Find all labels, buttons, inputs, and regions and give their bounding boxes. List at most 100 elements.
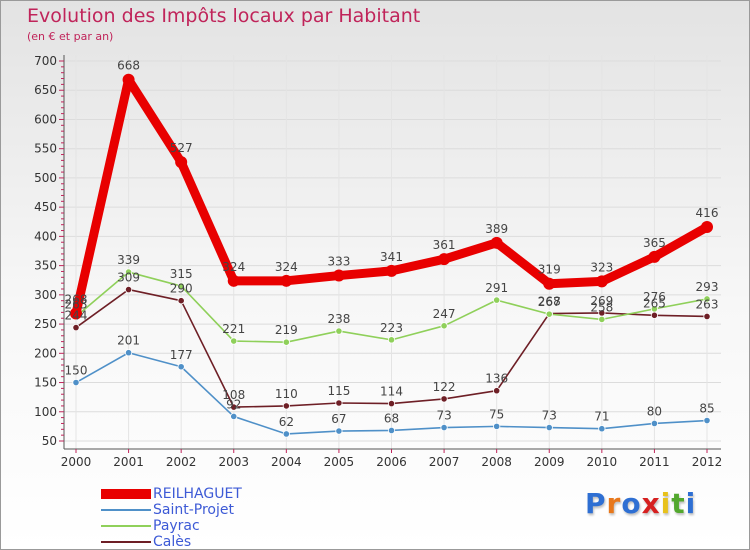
data-point — [440, 322, 448, 330]
data-label: 389 — [485, 222, 508, 236]
data-label: 290 — [170, 282, 193, 296]
data-point — [545, 310, 553, 318]
y-tick-label: 500 — [34, 171, 57, 185]
data-point — [493, 296, 501, 304]
data-label: 269 — [590, 294, 613, 308]
y-tick-label: 200 — [34, 346, 57, 360]
data-point — [545, 423, 553, 432]
data-label: 238 — [327, 312, 350, 326]
data-label: 315 — [170, 267, 193, 281]
data-label: 247 — [433, 307, 456, 321]
legend-label-reilhaguet: REILHAGUET — [153, 486, 242, 502]
data-point — [335, 327, 343, 335]
data-point — [177, 363, 185, 371]
y-tick-label: 350 — [34, 259, 57, 273]
data-label: 341 — [380, 250, 403, 264]
data-label: 527 — [170, 141, 193, 155]
data-label: 361 — [433, 238, 456, 252]
data-point — [332, 269, 345, 282]
data-point — [650, 419, 659, 428]
data-point — [490, 236, 503, 249]
data-point — [72, 323, 80, 332]
y-tick-label: 300 — [34, 288, 57, 302]
data-point — [440, 423, 448, 432]
data-label: 114 — [380, 385, 403, 399]
data-label: 71 — [594, 410, 609, 424]
data-label: 263 — [65, 297, 88, 311]
data-point — [124, 268, 133, 276]
data-label: 267 — [538, 295, 561, 309]
y-tick-label: 600 — [34, 112, 57, 126]
legend-swatch-payrac — [101, 525, 151, 527]
data-label: 92 — [226, 397, 241, 411]
data-label: 324 — [275, 260, 298, 274]
data-point — [650, 305, 659, 313]
data-label: 339 — [117, 253, 140, 267]
data-label: 68 — [384, 411, 399, 425]
chart-title: Evolution des Impôts locaux par Habitant — [27, 5, 421, 27]
data-label: 263 — [696, 297, 719, 311]
x-tick-label: 2005 — [324, 455, 355, 469]
data-label: 136 — [485, 372, 508, 386]
data-label: 108 — [222, 388, 245, 402]
data-label: 319 — [538, 263, 561, 277]
data-point — [440, 395, 448, 403]
data-point — [493, 387, 501, 395]
legend-label-saint-projet: Saint-Projet — [153, 502, 234, 518]
data-label: 265 — [643, 296, 666, 310]
y-tick-label: 100 — [34, 405, 57, 419]
data-label: 223 — [380, 321, 403, 335]
data-point — [387, 399, 396, 408]
y-tick-label: 450 — [34, 200, 57, 214]
y-tick-label: 650 — [34, 83, 57, 97]
data-label: 73 — [436, 409, 451, 423]
data-point — [598, 315, 606, 323]
data-label: 150 — [65, 364, 88, 378]
y-tick-label: 700 — [34, 54, 57, 68]
chart-subtitle: (en € et par an) — [27, 30, 114, 43]
data-label: 291 — [485, 281, 508, 295]
y-tick-label: 400 — [34, 229, 57, 243]
data-label: 323 — [590, 260, 613, 274]
data-point — [703, 312, 711, 321]
data-point — [227, 274, 240, 287]
data-label: 221 — [222, 322, 245, 336]
data-label: 268 — [538, 295, 561, 309]
data-point — [282, 338, 290, 346]
data-point — [282, 402, 290, 410]
proxiti-logo: Proxiti — [585, 487, 697, 520]
x-tick-label: 2004 — [271, 455, 302, 469]
y-tick-label: 550 — [34, 142, 57, 156]
data-label: 115 — [327, 384, 350, 398]
data-label: 309 — [117, 271, 140, 285]
data-point — [124, 349, 133, 357]
legend-swatch-reilhaguet — [101, 489, 151, 499]
data-point — [648, 250, 661, 263]
x-tick-label: 2000 — [61, 455, 92, 469]
data-point — [595, 275, 608, 288]
data-label: 110 — [275, 387, 298, 401]
data-point — [385, 264, 398, 277]
data-label: 416 — [696, 206, 719, 220]
x-tick-label: 2003 — [218, 455, 249, 469]
data-label: 80 — [647, 404, 662, 418]
x-tick-label: 2008 — [481, 455, 512, 469]
data-point — [124, 285, 133, 294]
x-tick-label: 2012 — [692, 455, 723, 469]
legend-label-payrac: Payrac — [153, 518, 200, 534]
x-tick-label: 2010 — [587, 455, 618, 469]
data-label: 122 — [433, 380, 456, 394]
data-point — [543, 277, 556, 290]
data-label: 324 — [222, 260, 245, 274]
x-tick-label: 2009 — [534, 455, 565, 469]
data-point — [335, 427, 343, 435]
data-point — [438, 253, 451, 266]
data-label: 67 — [331, 412, 346, 426]
x-tick-label: 2006 — [376, 455, 407, 469]
data-label: 73 — [542, 409, 557, 423]
data-point — [177, 297, 185, 305]
data-point — [177, 282, 185, 290]
data-label: 177 — [170, 348, 193, 362]
x-tick-label: 2007 — [429, 455, 460, 469]
data-point — [703, 416, 711, 425]
